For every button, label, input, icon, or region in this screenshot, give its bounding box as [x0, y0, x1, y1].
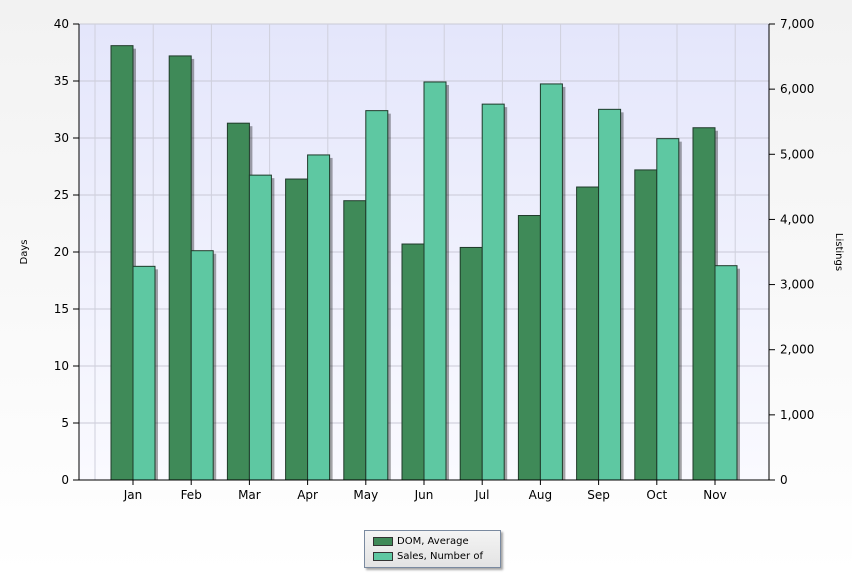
bar-sales-mar	[248, 174, 275, 481]
x-tick-label: Aug	[529, 488, 552, 502]
y-tick-label: 20	[54, 245, 69, 259]
legend-label-sales: Sales, Number of	[397, 551, 483, 562]
bar-rect	[190, 250, 214, 481]
bars	[110, 45, 740, 481]
legend-label-dom: DOM, Average	[397, 536, 469, 547]
bar-dom-aug	[517, 215, 544, 481]
y-tick-label: 40	[54, 17, 69, 31]
bar-dom-may	[343, 200, 369, 481]
bar-sales-jul	[481, 103, 508, 481]
bar-sales-sep	[598, 108, 624, 481]
x-tick-label: Mar	[238, 488, 261, 502]
legend-swatch-sales	[373, 552, 393, 561]
y-tick-label: 15	[54, 302, 69, 316]
bar-rect	[401, 243, 425, 481]
bar-rect	[539, 83, 563, 481]
bar-dom-sep	[576, 186, 602, 481]
bar-dom-feb	[168, 55, 195, 481]
right-axis-ticks: 0 1,000 2,000 3,000 4,000 5,000 6,000 7,000	[769, 17, 814, 487]
y2-tick-label: 4,000	[780, 212, 814, 226]
bar-rect	[110, 45, 134, 481]
x-tick-label: Apr	[297, 488, 318, 502]
bar-rect	[132, 265, 156, 481]
y2-tick-label: 1,000	[780, 408, 814, 422]
y2-tick-label: 2,000	[780, 343, 814, 357]
x-tick-label: Oct	[646, 488, 667, 502]
bar-sales-nov	[714, 265, 740, 481]
legend: DOM, Average Sales, Number of	[364, 530, 501, 568]
y2-tick-label: 5,000	[780, 147, 814, 161]
y-tick-label: 25	[54, 188, 69, 202]
x-axis-ticks: Jan Feb Mar Apr May Jun Jul Aug Sep Oct Nov	[123, 480, 727, 502]
bar-dom-jan	[110, 45, 136, 481]
y-tick-label: 5	[61, 416, 69, 430]
x-tick-label: Nov	[703, 488, 726, 502]
bar-rect	[714, 265, 738, 481]
bar-dom-apr	[285, 178, 311, 481]
x-tick-label: Jun	[414, 488, 434, 502]
bar-dom-mar	[226, 122, 253, 481]
bar-rect	[656, 138, 680, 481]
legend-item-dom: DOM, Average	[373, 534, 500, 549]
bar-sales-may	[365, 110, 391, 481]
y-tick-label: 30	[54, 131, 69, 145]
bar-dom-nov	[692, 127, 718, 481]
bar-rect	[248, 174, 272, 481]
legend-item-sales: Sales, Number of	[373, 549, 500, 564]
legend-swatch-dom	[373, 537, 393, 546]
bar-rect	[692, 127, 716, 481]
bar-rect	[481, 103, 505, 481]
x-tick-label: May	[353, 488, 378, 502]
y-axis-title: Days	[19, 240, 30, 265]
bar-rect	[226, 122, 250, 481]
left-axis-ticks: 0 5 10 15 20 25 30 35 40	[54, 17, 79, 487]
bar-rect	[459, 246, 483, 481]
y-tick-label: 35	[54, 74, 69, 88]
y2-tick-label: 6,000	[780, 82, 814, 96]
bar-sales-feb	[190, 250, 217, 481]
x-tick-label: Jan	[123, 488, 143, 502]
bar-rect	[365, 110, 389, 481]
x-tick-label: Sep	[587, 488, 610, 502]
bar-rect	[634, 169, 658, 481]
y-tick-label: 10	[54, 359, 69, 373]
bar-sales-jan	[132, 265, 158, 481]
y2-tick-label: 0	[780, 473, 788, 487]
bar-rect	[517, 215, 541, 481]
bar-dom-jul	[459, 246, 486, 481]
bar-sales-jun	[423, 81, 449, 481]
bar-dom-oct	[634, 169, 660, 481]
bar-rect	[343, 200, 367, 481]
x-tick-label: Jul	[474, 488, 489, 502]
bar-rect	[307, 154, 331, 481]
bar-sales-oct	[656, 138, 682, 481]
y2-tick-label: 3,000	[780, 278, 814, 292]
bar-rect	[598, 108, 622, 481]
bar-dom-jun	[401, 243, 427, 481]
y-tick-label: 0	[61, 473, 69, 487]
bar-rect	[576, 186, 600, 481]
bar-sales-apr	[307, 154, 333, 481]
bar-sales-aug	[539, 83, 566, 481]
bar-rect	[423, 81, 447, 481]
y2-tick-label: 7,000	[780, 17, 814, 31]
x-tick-label: Feb	[181, 488, 202, 502]
bar-rect	[168, 55, 192, 481]
bar-rect	[285, 178, 309, 481]
y2-axis-title: Listings	[833, 233, 844, 271]
